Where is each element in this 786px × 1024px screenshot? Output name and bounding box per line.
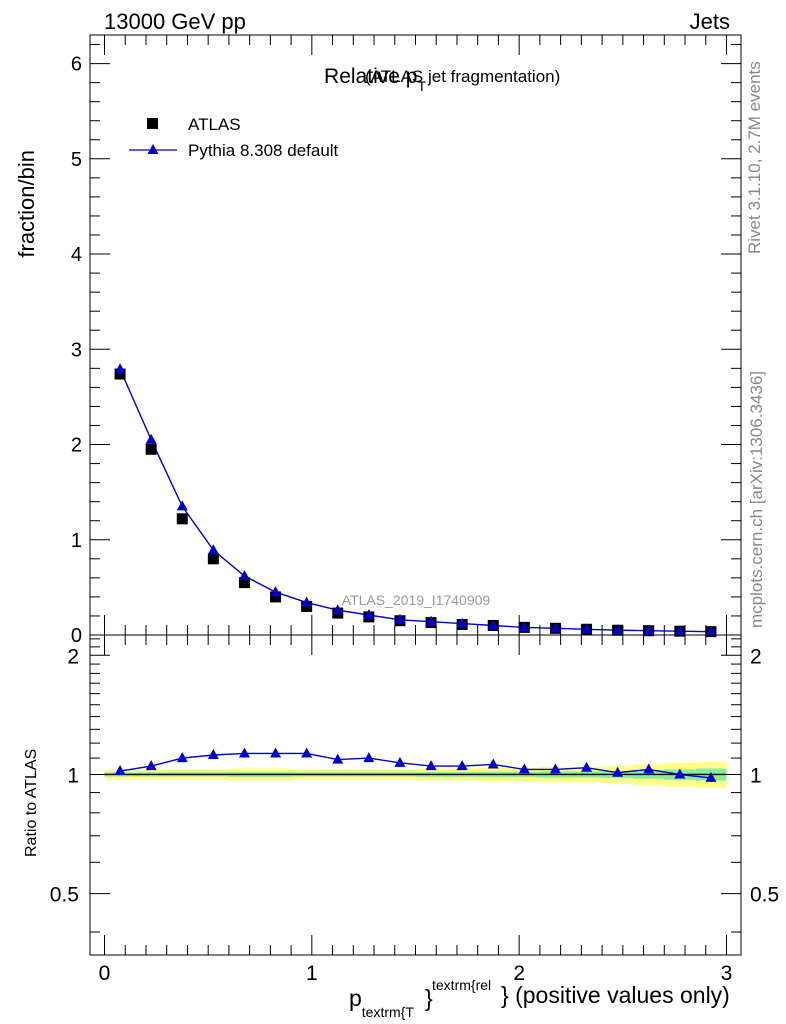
ratio-y-axis-label: Ratio to ATLAS — [23, 749, 40, 857]
ratio-point — [425, 760, 437, 771]
ratio-point — [176, 752, 188, 763]
ratio-y-tick-label-right: 2 — [750, 645, 762, 668]
pythia-point — [238, 569, 250, 580]
pythia-point — [549, 622, 561, 633]
ratio-curve — [119, 752, 711, 779]
main-y-tick-label: 1 — [71, 530, 82, 552]
pythia-point — [425, 615, 437, 626]
x-tick-label: 2 — [513, 962, 525, 985]
pythia-point — [705, 625, 717, 636]
x-axis-label: ptextrm{T — [349, 985, 414, 1020]
pythia-point — [176, 500, 188, 511]
main-y-axis-label: fraction/bin — [14, 150, 39, 258]
ratio-point — [487, 758, 499, 769]
ratio-y-tick-label-left: 2 — [67, 645, 79, 668]
atlas-point — [176, 513, 188, 525]
ratio-point — [238, 747, 250, 758]
main-title: Relative pT — [324, 65, 426, 94]
pythia-point — [643, 624, 655, 635]
ratio-point — [301, 747, 313, 758]
rivet-label: Rivet 3.1.10, 2.7M events — [745, 61, 764, 254]
ratio-point — [612, 766, 624, 777]
x-tick-label: 3 — [721, 962, 733, 985]
pythia-point — [518, 621, 530, 632]
x-tick-label: 1 — [306, 962, 318, 985]
atlas-point — [207, 553, 219, 565]
x-axis-label-subscript: textrm{T — [362, 1004, 415, 1020]
main-title-text: Relative p — [324, 65, 417, 88]
atlas-point — [145, 443, 157, 455]
main-y-tick-label: 5 — [71, 149, 82, 171]
legend-label-atlas: ATLAS — [188, 115, 241, 134]
ratio-y-tick-label-right: 0.5 — [750, 884, 779, 907]
ratio-point — [456, 760, 468, 771]
pythia-point — [145, 433, 157, 444]
ratio-panel: 0.5 0.51 12 20 1 2 3 Ratio to ATLAS ptextrm{T … — [23, 634, 779, 1020]
pythia-point — [332, 604, 344, 615]
ratio-point — [207, 748, 219, 759]
main-y-tick-label: 2 — [71, 435, 82, 457]
x-axis-label-p: p — [349, 985, 362, 1011]
pythia-point — [363, 609, 375, 619]
x-axis-label-brace: } — [425, 985, 433, 1011]
atlas-point — [270, 591, 282, 603]
ratio-point — [363, 752, 375, 763]
pythia-point — [674, 625, 686, 636]
analysis-watermark: ATLAS_2019_I1740909 — [342, 592, 491, 608]
ratio-point — [394, 756, 406, 767]
x-tick-label: 0 — [99, 962, 111, 985]
ratio-point — [581, 761, 593, 772]
pythia-point — [581, 623, 593, 634]
pythia-point — [612, 624, 624, 635]
main-y-tick-label: 6 — [71, 54, 82, 76]
ratio-point — [270, 747, 282, 758]
pythia-point — [456, 617, 468, 628]
ratio-point — [643, 763, 655, 774]
ratio-point — [114, 765, 126, 776]
ratio-point — [145, 760, 157, 771]
pythia-point — [270, 586, 282, 597]
main-y-tick-label: 0 — [71, 625, 82, 647]
header-left: 13000 GeV pp — [104, 9, 246, 34]
legend-marker-atlas — [147, 118, 158, 129]
ratio-point — [549, 763, 561, 774]
legend-marker-pythia — [147, 144, 159, 154]
atlas-point — [114, 368, 126, 380]
header-right: Jets — [690, 9, 730, 34]
main-title-subscript: T — [417, 78, 426, 94]
pythia-point — [394, 613, 406, 624]
ratio-y-tick-label-left: 1 — [67, 764, 79, 787]
legend-label-pythia: Pythia 8.308 default — [188, 141, 339, 160]
pythia-point — [301, 596, 313, 607]
ratio-y-tick-label-right: 1 — [750, 764, 762, 787]
x-axis-label-rest: } (positive values only) — [501, 982, 730, 1008]
ratio-point — [705, 771, 717, 782]
ratio-frame — [89, 634, 742, 956]
pythia-point — [114, 363, 126, 374]
main-title-rest: (ATLAS jet fragmentation) — [365, 67, 560, 86]
mcplots-label: mcplots.cern.ch [arXiv:1306.3436] — [747, 371, 766, 628]
main-y-tick-label: 4 — [71, 244, 82, 266]
pythia-point — [487, 619, 499, 630]
ratio-y-tick-label-left: 0.5 — [50, 884, 79, 907]
legend: ATLAS Pythia 8.308 default — [129, 115, 339, 160]
ratio-point — [518, 763, 530, 774]
x-axis-label-superscript: textrm{rel — [432, 977, 491, 993]
atlas-point — [238, 577, 250, 589]
ratio-point — [674, 768, 686, 779]
main-y-tick-label: 3 — [71, 339, 82, 361]
ratio-point — [332, 753, 344, 764]
pythia-point — [207, 544, 219, 555]
